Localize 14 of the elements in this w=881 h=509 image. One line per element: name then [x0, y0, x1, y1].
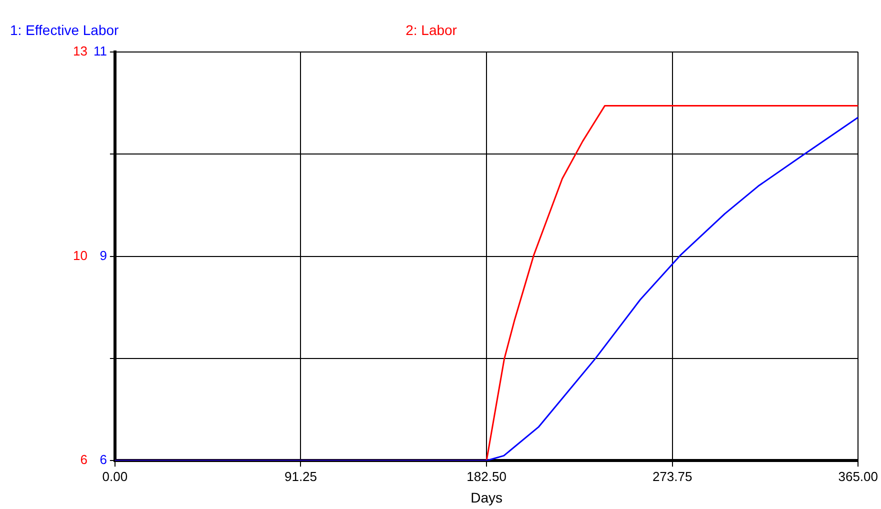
x-tick-label: 182.50	[466, 468, 506, 484]
x-tick-label: 91.25	[284, 468, 318, 484]
x-tick-label: 365.00	[838, 468, 878, 484]
y-tick-label: 6	[100, 452, 107, 468]
y2-tick-label: 13	[72, 44, 88, 59]
text: 1: Effective Labor	[10, 22, 119, 38]
y2-tick-label: 10	[72, 248, 88, 263]
x-axis-title: Days	[470, 489, 502, 506]
text: 2: Labor	[406, 22, 457, 38]
y-tick-label: 11	[93, 44, 107, 59]
x-tick-label: 0.00	[102, 468, 128, 484]
x-tick-label: 273.75	[652, 468, 692, 484]
y-tick-label: 9	[100, 248, 107, 263]
y2-tick-label: 6	[80, 452, 88, 468]
